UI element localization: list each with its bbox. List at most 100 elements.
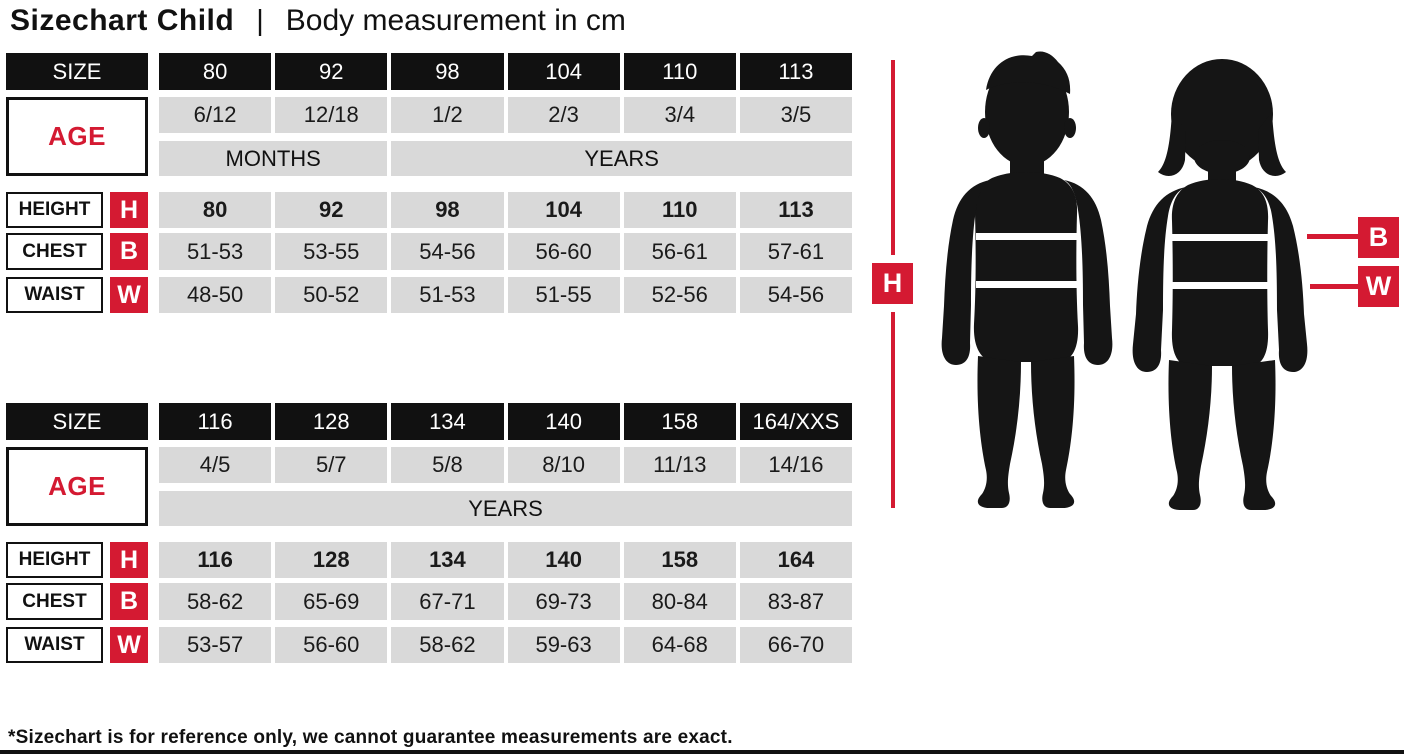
waist-value-cell: 54-56 xyxy=(739,277,853,313)
height-value-cell: 140 xyxy=(507,542,620,578)
chest-value-cell: 67-71 xyxy=(391,583,504,620)
size-value-cell: 140 xyxy=(507,403,620,440)
waist-value-cell: 64-68 xyxy=(623,627,736,663)
height-value-cell: 80 xyxy=(159,192,272,228)
bust-figure-badge: B xyxy=(1358,217,1399,258)
height-value-cell: 110 xyxy=(623,192,736,228)
height-value-cell: 113 xyxy=(739,192,853,228)
size-header-label: SIZE xyxy=(6,403,148,440)
height-value-cell: 104 xyxy=(507,192,620,228)
size-header-row: 80 92 98 104 110 113 xyxy=(159,53,853,90)
waist-value-cell: 50-52 xyxy=(275,277,388,313)
waist-value-cell: 52-56 xyxy=(623,277,736,313)
chest-value-cell: 56-61 xyxy=(623,233,736,270)
waist-value-cell: 59-63 xyxy=(507,627,620,663)
age-value-cell: 1/2 xyxy=(391,97,504,133)
age-value-cell: 6/12 xyxy=(159,97,272,133)
size-value-cell: 110 xyxy=(623,53,736,90)
age-value-cell: 4/5 xyxy=(159,447,272,483)
waist-row-label: WAIST xyxy=(6,277,103,313)
title-subtitle: Body measurement in cm xyxy=(285,4,626,37)
waist-value-cell: 53-57 xyxy=(159,627,272,663)
years-cell: YEARS xyxy=(391,141,852,176)
height-row: HEIGHT H 116 128 134 140 158 164 xyxy=(6,542,853,578)
waist-figure-badge: W xyxy=(1358,266,1399,307)
height-value-cell: 164 xyxy=(739,542,853,578)
waist-value-cell: 66-70 xyxy=(739,627,853,663)
bust-callout-line xyxy=(1307,234,1358,239)
page-title: Sizechart Child | Body measurement in cm xyxy=(10,4,626,38)
waist-key-badge: W xyxy=(110,627,148,663)
chest-row-label: CHEST xyxy=(6,233,103,270)
height-value-cell: 128 xyxy=(275,542,388,578)
title-main: Sizechart Child xyxy=(10,4,235,37)
age-value-cell: 11/13 xyxy=(623,447,736,483)
age-value-cell: 3/4 xyxy=(623,97,736,133)
size-header-label: SIZE xyxy=(6,53,148,90)
height-value-cell: 158 xyxy=(623,542,736,578)
chest-key-badge: B xyxy=(110,233,148,270)
size-value-cell: 164/XXS xyxy=(739,403,853,440)
size-value-cell: 92 xyxy=(275,53,388,90)
age-value-cell: 5/8 xyxy=(391,447,504,483)
height-key-badge: H xyxy=(110,192,148,228)
bottom-rule xyxy=(0,750,1404,754)
waist-value-cell: 51-55 xyxy=(507,277,620,313)
age-values-row: 4/5 5/7 5/8 8/10 11/13 14/16 xyxy=(159,447,853,483)
height-row-label: HEIGHT xyxy=(6,542,103,578)
age-value-cell: 5/7 xyxy=(275,447,388,483)
height-value-cell: 116 xyxy=(159,542,272,578)
height-value-cell: 92 xyxy=(275,192,388,228)
waist-value-cell: 51-53 xyxy=(391,277,504,313)
title-separator: | xyxy=(256,5,264,37)
years-cell: YEARS xyxy=(159,491,852,526)
waist-callout-line xyxy=(1310,284,1358,289)
age-label: AGE xyxy=(6,447,148,526)
waist-row-label: WAIST xyxy=(6,627,103,663)
height-value-cell: 134 xyxy=(391,542,504,578)
waist-value-cell: 58-62 xyxy=(391,627,504,663)
chest-value-cell: 57-61 xyxy=(739,233,853,270)
size-value-cell: 128 xyxy=(275,403,388,440)
girl-silhouette xyxy=(1132,59,1308,510)
chest-key-badge: B xyxy=(110,583,148,620)
waist-row: WAIST W 48-50 50-52 51-53 51-55 52-56 54… xyxy=(6,277,853,313)
age-value-cell: 8/10 xyxy=(507,447,620,483)
footer-note: *Sizechart is for reference only, we can… xyxy=(8,727,733,748)
age-units-row: MONTHS YEARS xyxy=(6,141,852,176)
chest-row: CHEST B 58-62 65-69 67-71 69-73 80-84 83… xyxy=(6,583,853,620)
boy-silhouette xyxy=(941,51,1113,508)
size-value-cell: 80 xyxy=(159,53,272,90)
height-figure-badge: H xyxy=(872,263,913,304)
size-value-cell: 98 xyxy=(391,53,504,90)
age-value-cell: 2/3 xyxy=(507,97,620,133)
waist-key-badge: W xyxy=(110,277,148,313)
size-table-large: SIZE 116 128 134 140 158 164/XXS AGE 4/5… xyxy=(6,403,853,663)
chest-value-cell: 65-69 xyxy=(275,583,388,620)
waist-value-cell: 56-60 xyxy=(275,627,388,663)
height-value-cell: 98 xyxy=(391,192,504,228)
age-value-cell: 12/18 xyxy=(275,97,388,133)
height-key-badge: H xyxy=(110,542,148,578)
height-row-label: HEIGHT xyxy=(6,192,103,228)
size-value-cell: 116 xyxy=(159,403,272,440)
size-value-cell: 113 xyxy=(739,53,853,90)
chest-value-cell: 80-84 xyxy=(623,583,736,620)
age-label: AGE xyxy=(6,97,148,176)
age-value-cell: 3/5 xyxy=(739,97,853,133)
size-value-cell: 134 xyxy=(391,403,504,440)
height-measure-line-top xyxy=(891,60,895,255)
chest-value-cell: 56-60 xyxy=(507,233,620,270)
chest-value-cell: 69-73 xyxy=(507,583,620,620)
size-header-row: 116 128 134 140 158 164/XXS xyxy=(159,403,853,440)
chest-row: CHEST B 51-53 53-55 54-56 56-60 56-61 57… xyxy=(6,233,853,270)
height-row: HEIGHT H 80 92 98 104 110 113 xyxy=(6,192,853,228)
waist-row: WAIST W 53-57 56-60 58-62 59-63 64-68 66… xyxy=(6,627,853,663)
chest-value-cell: 58-62 xyxy=(159,583,272,620)
size-value-cell: 104 xyxy=(507,53,620,90)
chest-value-cell: 83-87 xyxy=(739,583,853,620)
chest-value-cell: 51-53 xyxy=(159,233,272,270)
months-cell: MONTHS xyxy=(159,141,388,176)
size-value-cell: 158 xyxy=(623,403,736,440)
